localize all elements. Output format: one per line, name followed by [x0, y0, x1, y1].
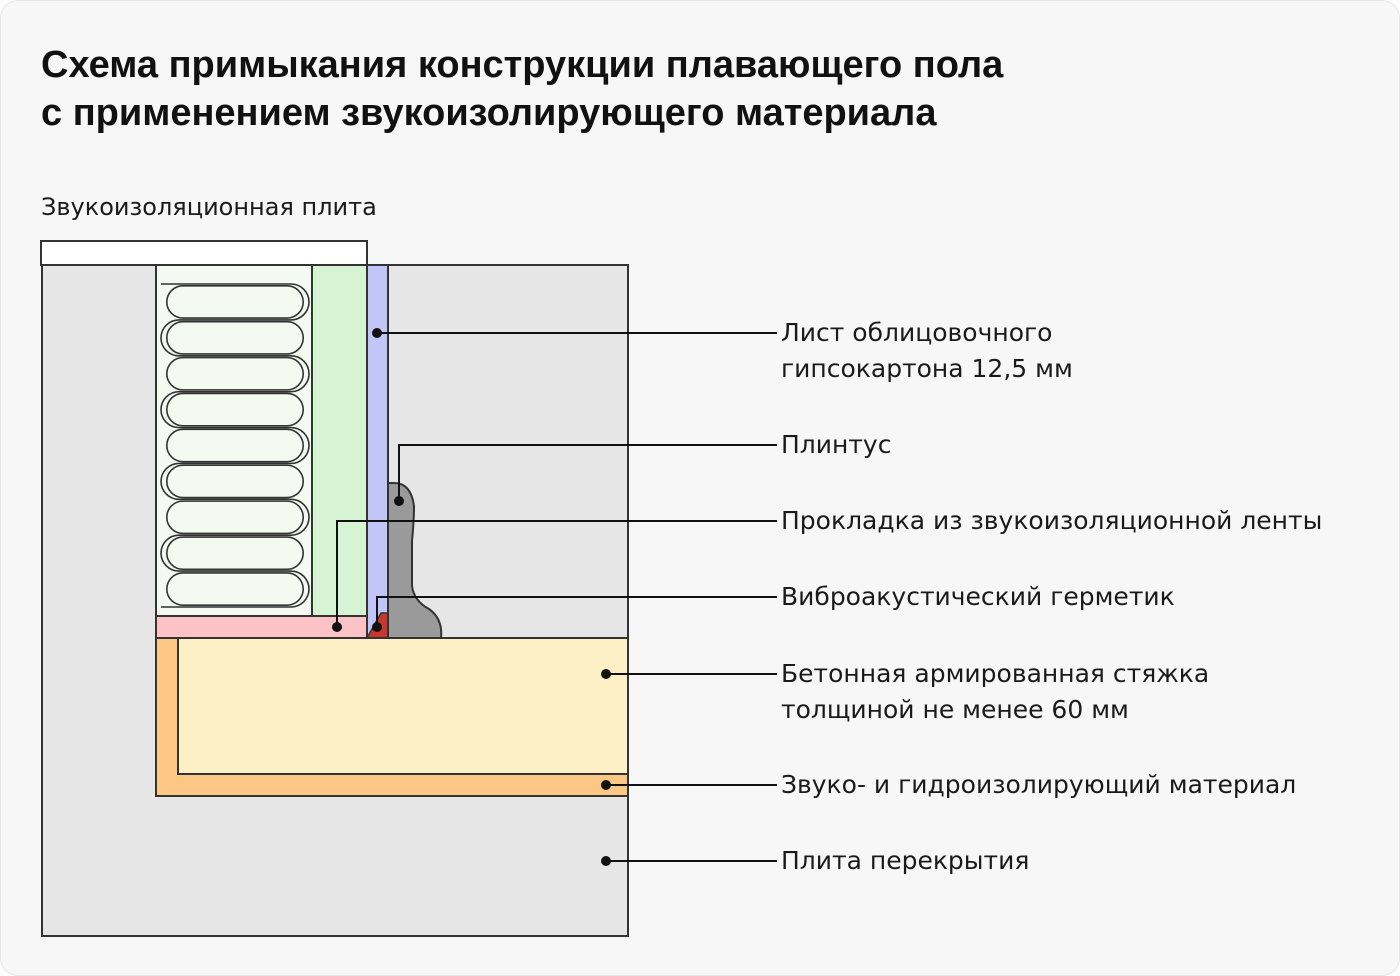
sealant-dot: [372, 622, 382, 632]
leader-lines: [336, 332, 777, 862]
tape-dot: [332, 622, 342, 632]
drywall-dot: [372, 328, 382, 338]
leader-dots: [332, 328, 611, 866]
wool-waves: [160, 283, 310, 608]
plinth-label: Плинтус: [781, 430, 892, 459]
soundproof-board-caption: Звукоизоляционная плита: [41, 193, 377, 221]
drywall-label: Лист облицовочного гипсокартона 12,5 мм: [781, 315, 1073, 387]
title-line-1: Схема примыкания конструкции плавающего …: [41, 44, 1004, 86]
diagram-title: Схема примыкания конструкции плавающего …: [41, 41, 1003, 137]
tape-label: Прокладка из звукоизоляционной ленты: [781, 506, 1323, 535]
insulation-dot: [601, 780, 611, 790]
screed-label-line-1: Бетонная армированная стяжка: [781, 659, 1210, 688]
wool-coil: [160, 283, 310, 608]
caption-bracket: [40, 240, 368, 266]
plinth-dot: [394, 496, 404, 506]
slab-dot: [601, 856, 611, 866]
concrete-screed: [177, 637, 629, 775]
soundproof-board: [311, 264, 368, 617]
title-line-2: с применением звукоизолирующего материал…: [41, 92, 937, 134]
slab-label: Плита перекрытия: [781, 846, 1030, 875]
wool-coil-loops: [165, 284, 305, 607]
sealant-leader: [376, 596, 777, 627]
screed-label: Бетонная армированная стяжка толщиной не…: [781, 656, 1209, 728]
sealant-label: Виброакустический герметик: [781, 582, 1175, 611]
screed-label-line-2: толщиной не менее 60 мм: [781, 695, 1129, 724]
drywall-sheet: [366, 264, 389, 639]
insulation-label: Звуко- и гидроизолирующий материал: [781, 770, 1297, 799]
drywall-label-line-1: Лист облицовочного: [781, 318, 1053, 347]
screed-dot: [601, 669, 611, 679]
tape-leader: [336, 520, 777, 627]
plinth-leader: [398, 444, 777, 501]
drywall-label-line-2: гипсокартона 12,5 мм: [781, 354, 1073, 383]
